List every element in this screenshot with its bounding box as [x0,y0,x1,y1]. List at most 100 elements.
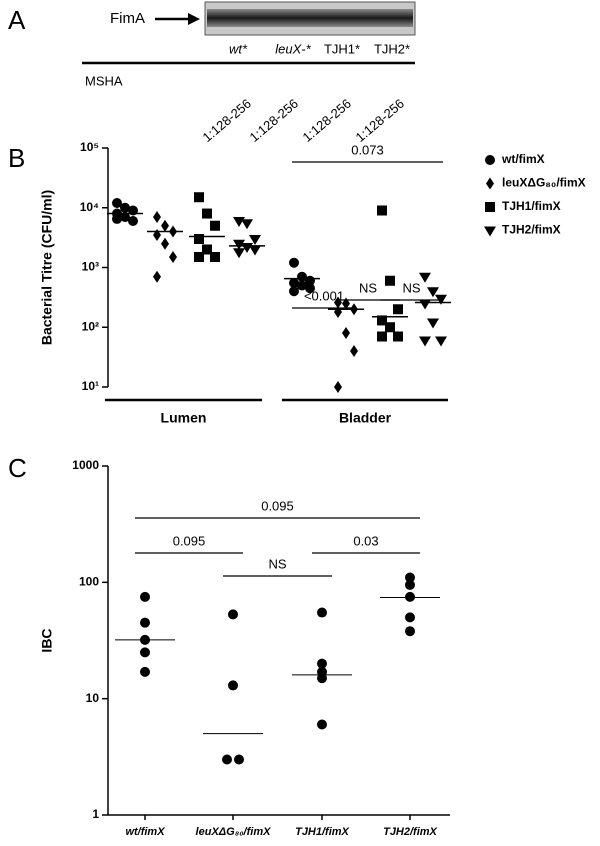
y-tick-label: 10⁴ [80,200,99,214]
x-tick-label: TJH1/fimX [295,826,349,838]
dot [405,579,415,590]
dot [289,286,299,297]
dot [153,211,161,224]
dot [194,251,204,262]
legend-label: TJH2/fimX [502,223,561,237]
lane-label: wt* [229,41,248,56]
dot [140,666,150,677]
comparison-label: 0.095 [261,498,294,513]
band-label: FimA [110,10,145,27]
dot [393,304,403,315]
dot [161,219,169,232]
dot [140,617,150,628]
group-label: Bladder [339,410,392,426]
lane-label: TJH1* [324,41,360,56]
dot [405,591,415,602]
dot [350,345,358,358]
dot [228,680,238,691]
panel-label: A [8,5,26,35]
dot [405,612,415,623]
dot [228,609,238,620]
dot [112,213,122,224]
arrow-head [188,13,200,25]
x-tick-label: TJH2/fimX [383,826,437,838]
dot [435,336,447,347]
panel-label: C [8,453,27,483]
comparison-label: NS [402,280,420,295]
lane-label: TJH2* [374,41,410,56]
dot [120,212,130,223]
dot [317,658,327,669]
dot [485,155,495,165]
comparison-label: <0.001 [304,288,344,303]
dot [377,331,387,342]
dot [241,219,253,230]
y-tick-label: 1000 [72,458,99,472]
dot [140,591,150,602]
dot [233,248,245,259]
dot [485,202,495,212]
dot [484,226,496,237]
dot [222,754,232,765]
dot [120,202,130,213]
dot [385,275,395,286]
dot [427,318,439,329]
dot [419,299,431,310]
dot [289,257,299,268]
x-tick-label: leuXΔG₈₀/fimX [196,826,272,838]
dot [202,208,212,219]
dot [305,283,315,294]
comparison-label: 0.073 [351,142,384,157]
comparison-label: NS [268,556,286,571]
dot [419,336,431,347]
dot [153,270,161,283]
dot [194,192,204,203]
legend-label: leuXΔG₈₀/fimX [502,176,586,190]
titre: 1:128-256 [246,96,301,145]
dot [112,198,122,209]
dot [377,315,387,326]
dot [289,278,299,289]
comparison-label: 0.095 [173,533,206,548]
titre: 1:128-256 [199,96,254,145]
dot [385,322,395,333]
dot [194,233,204,244]
y-axis-label: IBC [39,628,55,652]
dot [405,626,415,637]
y-tick-label: 10³ [82,260,99,274]
panel-label: B [8,143,25,173]
legend-label: TJH1/fimX [502,199,561,213]
dot [377,205,387,216]
dot [140,647,150,658]
y-tick-label: 10² [82,319,99,333]
dot [297,280,307,291]
row-label: MSHA [85,73,123,88]
blot-band [207,9,413,27]
dot [317,607,327,618]
dot [202,244,212,255]
y-tick-label: 100 [79,575,99,589]
dot [419,272,431,283]
dot [210,220,220,231]
y-tick-label: 10 [86,691,100,705]
comparison-label: 0.03 [353,533,378,548]
dot [405,572,415,583]
comparison-label: NS [359,280,377,295]
y-tick-label: 10¹ [82,379,99,393]
x-tick-label: wt/fimX [125,826,165,838]
dot [393,331,403,342]
dot [317,673,327,684]
dot [486,177,494,190]
titre: 1:128-256 [299,96,354,145]
dot [317,719,327,730]
dot [161,237,169,250]
legend-label: wt/fimX [501,152,545,166]
y-axis-label: Bacterial Titre (CFU/ml) [39,190,55,345]
dot [169,250,177,263]
dot [342,327,350,340]
dot [128,216,138,227]
dot [249,245,261,256]
dot [210,251,220,262]
